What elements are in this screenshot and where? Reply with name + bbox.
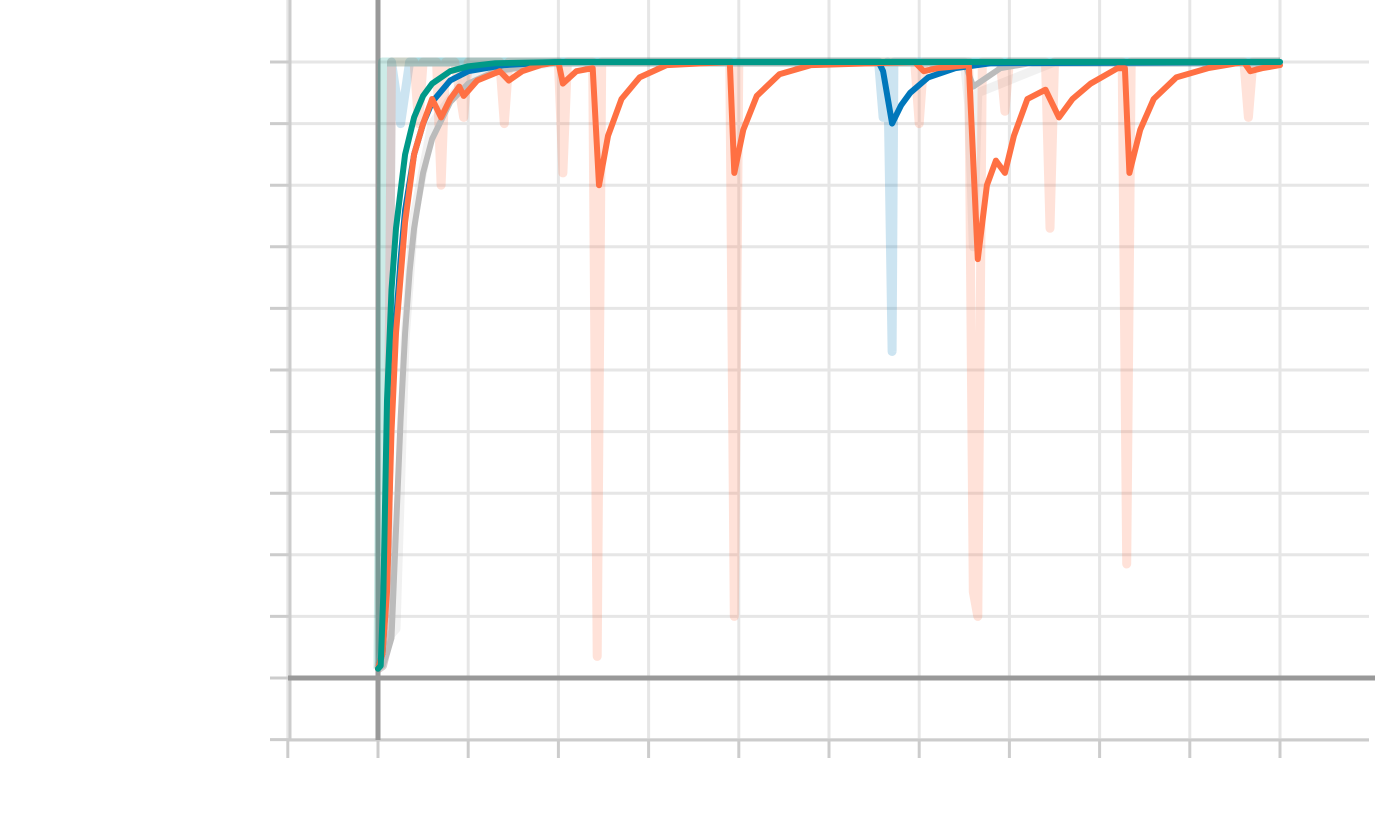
axes xyxy=(270,0,1375,758)
series-smoothed-gray xyxy=(375,59,1283,672)
series-smoothed-orange xyxy=(375,59,1283,672)
series-smoothed-teal xyxy=(375,59,1283,672)
series-smoothed-lines xyxy=(375,59,1283,672)
grid-major xyxy=(286,0,1369,742)
